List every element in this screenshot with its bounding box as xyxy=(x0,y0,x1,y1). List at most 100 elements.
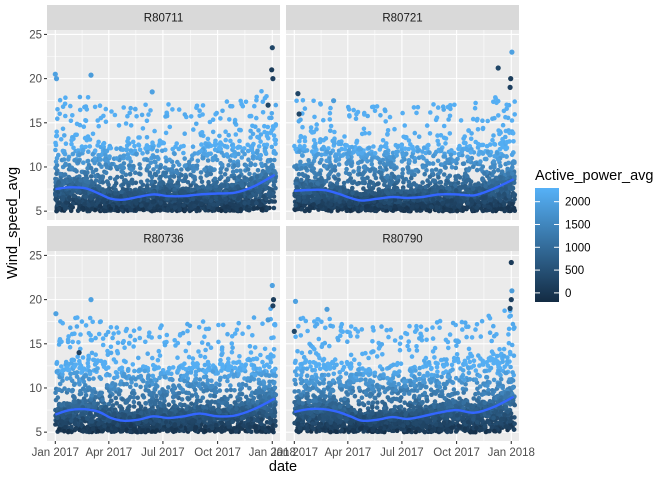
scatter-point xyxy=(299,178,304,183)
scatter-point xyxy=(126,152,131,157)
scatter-point xyxy=(86,159,91,164)
scatter-point xyxy=(139,180,144,185)
scatter-point xyxy=(69,204,74,209)
scatter-point xyxy=(121,182,126,187)
scatter-point xyxy=(499,207,504,212)
scatter-point xyxy=(270,111,275,116)
scatter-point xyxy=(414,111,419,116)
scatter-point xyxy=(314,127,319,132)
scatter-point xyxy=(268,131,273,136)
scatter-point xyxy=(413,168,418,173)
scatter-point xyxy=(77,153,82,158)
scatter-point xyxy=(113,191,118,196)
scatter-point xyxy=(81,190,86,195)
scatter-point xyxy=(342,181,347,186)
scatter-point xyxy=(383,107,388,112)
scatter-point xyxy=(273,186,278,191)
scatter-point xyxy=(159,201,164,206)
scatter-point xyxy=(440,201,445,206)
scatter-point xyxy=(104,107,109,112)
scatter-point xyxy=(127,111,132,116)
scatter-point xyxy=(506,161,511,166)
scatter-point xyxy=(357,166,362,171)
scatter-point xyxy=(272,169,277,174)
scatter-point xyxy=(373,167,378,172)
scatter-point xyxy=(53,193,58,198)
scatter-point xyxy=(298,160,303,165)
scatter-point xyxy=(119,169,124,174)
scatter-point xyxy=(416,149,421,154)
scatter-point xyxy=(119,190,124,195)
scatter-point xyxy=(270,145,275,150)
scatter-point xyxy=(301,98,306,103)
scatter-point xyxy=(328,106,333,111)
scatter-point xyxy=(205,185,210,190)
scatter-point xyxy=(219,167,224,172)
scatter-point xyxy=(198,175,203,180)
scatter-point xyxy=(84,119,89,124)
scatter-point xyxy=(167,158,172,163)
scatter-point xyxy=(128,106,133,111)
scatter-point xyxy=(93,156,98,161)
scatter-point xyxy=(127,191,132,196)
scatter-point xyxy=(151,167,156,172)
scatter-point xyxy=(204,199,209,204)
scatter-point xyxy=(261,169,266,174)
scatter-point xyxy=(62,133,67,138)
scatter-point xyxy=(273,142,278,147)
scatter-point xyxy=(148,108,153,113)
scatter-point xyxy=(349,164,354,169)
scatter-point xyxy=(211,202,216,207)
scatter-point xyxy=(272,199,277,204)
scatter-point xyxy=(63,151,68,156)
scatter-point xyxy=(265,134,270,139)
scatter-point xyxy=(435,133,440,138)
scatter-point xyxy=(137,162,142,167)
scatter-point xyxy=(88,144,93,149)
scatter-point xyxy=(53,141,58,146)
scatter-point xyxy=(412,105,417,110)
scatter-point xyxy=(239,102,244,107)
scatter-point xyxy=(497,132,502,137)
scatter-point xyxy=(477,186,482,191)
scatter-point xyxy=(420,180,425,185)
scatter-point xyxy=(261,194,266,199)
scatter-point-outlier xyxy=(88,73,93,78)
scatter-point xyxy=(342,134,347,139)
scatter-point xyxy=(132,144,137,149)
scatter-point xyxy=(431,102,436,107)
scatter-point xyxy=(53,177,58,182)
scatter-point xyxy=(247,208,252,213)
scatter-point xyxy=(146,145,151,150)
scatter-point xyxy=(182,156,187,161)
scatter-point xyxy=(481,151,486,156)
scatter-point xyxy=(446,105,451,110)
scatter-point xyxy=(109,109,114,114)
scatter-point xyxy=(449,153,454,158)
scatter-point xyxy=(214,184,219,189)
scatter-point xyxy=(405,165,410,170)
scatter-point xyxy=(508,186,513,191)
scatter-point xyxy=(80,206,85,211)
scatter-point xyxy=(164,131,169,136)
scatter-point xyxy=(407,158,412,163)
scatter-point xyxy=(114,146,119,151)
scatter-point xyxy=(259,89,264,94)
scatter-point xyxy=(58,98,63,103)
scatter-point xyxy=(465,174,470,179)
scatter-point xyxy=(219,175,224,180)
scatter-point xyxy=(503,115,508,120)
scatter-point xyxy=(390,179,395,184)
scatter-point xyxy=(223,138,228,143)
scatter-point xyxy=(306,158,311,163)
scatter-point xyxy=(299,166,304,171)
scatter-point xyxy=(332,130,337,135)
scatter-point xyxy=(209,172,214,177)
scatter-point xyxy=(439,180,444,185)
scatter-point xyxy=(220,109,225,114)
scatter-point xyxy=(459,118,464,123)
scatter-point xyxy=(173,144,178,149)
scatter-point xyxy=(423,185,428,190)
scatter-point xyxy=(91,152,96,157)
scatter-point xyxy=(225,152,230,157)
